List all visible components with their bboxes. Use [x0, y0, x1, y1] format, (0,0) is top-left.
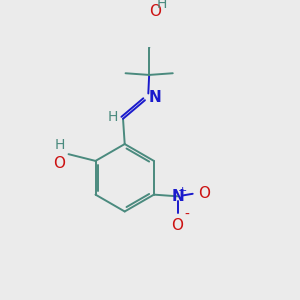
Text: O: O: [53, 156, 65, 171]
Text: H: H: [157, 0, 167, 11]
Text: -: -: [184, 208, 189, 222]
Text: N: N: [148, 90, 161, 105]
Text: O: O: [198, 186, 210, 201]
Text: H: H: [55, 139, 65, 152]
Text: O: O: [172, 218, 184, 233]
Text: O: O: [149, 4, 161, 19]
Text: N: N: [171, 189, 184, 204]
Text: +: +: [178, 186, 187, 196]
Text: H: H: [108, 110, 118, 124]
